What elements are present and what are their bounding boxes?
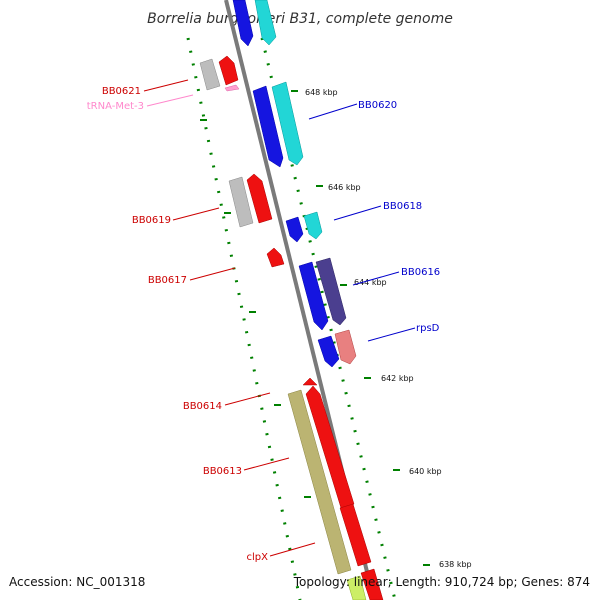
cds-top-forward[interactable] [254, 0, 277, 46]
tick-label-638: 638 kbp [439, 560, 472, 569]
outer-guide-track [260, 37, 397, 600]
leader-bb0620 [308, 103, 358, 120]
tick-label-646: 646 kbp [328, 183, 361, 192]
label-bb0621: BB0621 [102, 86, 141, 97]
label-bb0616: BB0616 [401, 267, 440, 278]
leader-trna-met-3 [146, 94, 194, 107]
leader-clpx [269, 542, 316, 557]
leader-bb0613 [243, 457, 290, 471]
cds-bb0620[interactable] [271, 81, 304, 166]
label-clpx: clpX [247, 552, 269, 563]
genome-title: Borrelia burgdorferi B31, complete genom… [147, 11, 453, 27]
cds-bb0618[interactable] [303, 211, 323, 240]
gene-bb0614-marker[interactable] [302, 377, 318, 386]
label-rpsd: rpsD [416, 323, 440, 334]
gene-rpsd[interactable] [317, 335, 340, 368]
gene-bb0616[interactable] [298, 261, 329, 331]
gene-clpx[interactable] [339, 503, 372, 567]
cds-bb0621[interactable] [199, 58, 221, 91]
label-bb0619: BB0619 [132, 215, 171, 226]
label-bb0617: BB0617 [148, 275, 187, 286]
leader-bb0617 [189, 267, 236, 281]
label-bb0613: BB0613 [203, 466, 242, 477]
tick-label-644: 644 kbp [354, 278, 387, 287]
leader-bb0621 [143, 79, 189, 92]
ruler-ticks [291, 90, 430, 566]
cds-rpsd[interactable] [334, 329, 357, 365]
gene-bb0618[interactable] [285, 216, 304, 243]
label-bb0618: BB0618 [383, 201, 422, 212]
leader-bb0618 [333, 205, 382, 221]
cds-bb0614[interactable] [287, 389, 352, 575]
trna-met-3[interactable] [224, 84, 240, 92]
gene-bb0620[interactable] [252, 85, 284, 168]
label-bb0620: BB0620 [358, 100, 397, 111]
accession-text: Accession: NC_001318 [9, 575, 145, 589]
tick-label-640: 640 kbp [409, 467, 442, 476]
gene-bottom-reverse[interactable] [360, 568, 384, 600]
gene-bb0613[interactable] [305, 385, 355, 509]
tick-label-648: 648 kbp [305, 88, 338, 97]
inner-guide-track [186, 37, 302, 600]
leader-bb0619 [172, 207, 220, 221]
gene-top-forward[interactable] [232, 0, 254, 47]
cds-bottom-other[interactable] [346, 575, 367, 600]
label-bb0614: BB0614 [183, 401, 222, 412]
gene-bb0619[interactable] [246, 173, 273, 224]
leader-rpsd [367, 327, 416, 342]
leader-bb0614 [224, 392, 271, 406]
cds-bb0619[interactable] [228, 176, 254, 228]
leader-bb0616 [352, 271, 400, 286]
label-trna-met-3: tRNA-Met-3 [87, 101, 144, 112]
gene-bb0617[interactable] [266, 247, 285, 268]
topology-info: Topology: linear; Length: 910,724 bp; Ge… [293, 575, 590, 589]
tick-label-642: 642 kbp [381, 374, 414, 383]
cds-bb0616[interactable] [315, 257, 347, 326]
inner-ruler-ticks [200, 119, 311, 498]
gene-bb0621[interactable] [218, 55, 239, 86]
